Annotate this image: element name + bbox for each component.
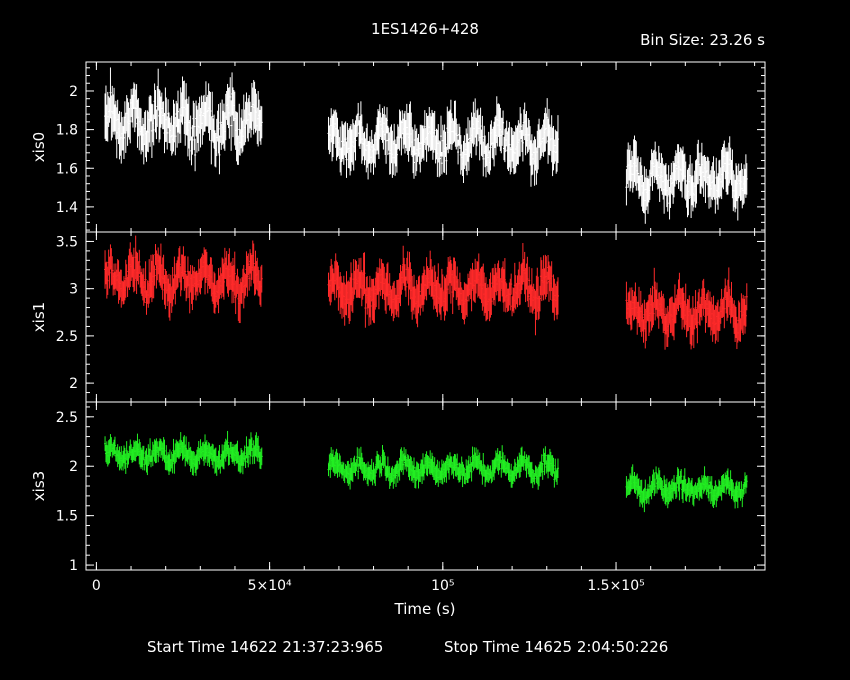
y-tick-label: 2.5 bbox=[56, 329, 78, 345]
x-tick-label: 0 bbox=[92, 578, 101, 594]
start-time-label: Start Time 14622 21:37:23:965 bbox=[147, 638, 383, 656]
y-tick-label: 1.6 bbox=[56, 161, 78, 177]
panel-xis3: 1 1.5 2 2.5 xis3 0 5×10⁴ 10⁵ 1.5×10⁵ bbox=[30, 401, 766, 594]
x-tick-label: 10⁵ bbox=[431, 578, 454, 594]
y-axis-label-xis3: xis3 bbox=[30, 471, 48, 501]
panel-xis1: 2 2.5 3 3.5 xis1 bbox=[30, 231, 766, 403]
y-tick-label: 2 bbox=[69, 459, 78, 475]
y-axis-label-xis0: xis0 bbox=[30, 132, 48, 162]
x-tick-label: 1.5×10⁵ bbox=[587, 578, 644, 594]
panel-frame-xis3 bbox=[85, 401, 766, 571]
chart-title: 1ES1426+428 bbox=[371, 20, 479, 38]
series-xis0 bbox=[104, 67, 748, 224]
x-axis-label: Time (s) bbox=[394, 600, 456, 618]
stop-time-label: Stop Time 14625 2:04:50:226 bbox=[444, 638, 668, 656]
y-tick-label: 1.8 bbox=[56, 123, 78, 139]
y-tick-label: 3 bbox=[69, 282, 78, 298]
x-tick-label: 5×10⁴ bbox=[248, 578, 292, 594]
y-tick-label: 1.5 bbox=[56, 509, 78, 525]
y-tick-label: 2.5 bbox=[56, 410, 78, 426]
y-tick-label: 3.5 bbox=[56, 234, 78, 250]
y-tick-label: 2 bbox=[69, 84, 78, 100]
y-tick-label: 1 bbox=[69, 558, 78, 574]
series-xis1 bbox=[104, 235, 748, 350]
y-tick-label: 2 bbox=[69, 376, 78, 392]
panel-xis0: 1.4 1.6 1.8 2 xis0 bbox=[30, 61, 766, 233]
y-axis-label-xis1: xis1 bbox=[30, 302, 48, 332]
panels-group: 1.4 1.6 1.8 2 xis0 2 2.5 3 3.5 xis1 1 1.5 2 2.5 xis3 0 5… bbox=[30, 61, 766, 594]
bin-size-label: Bin Size: 23.26 s bbox=[640, 31, 765, 49]
series-xis3 bbox=[104, 430, 748, 513]
y-tick-label: 1.4 bbox=[56, 200, 78, 216]
